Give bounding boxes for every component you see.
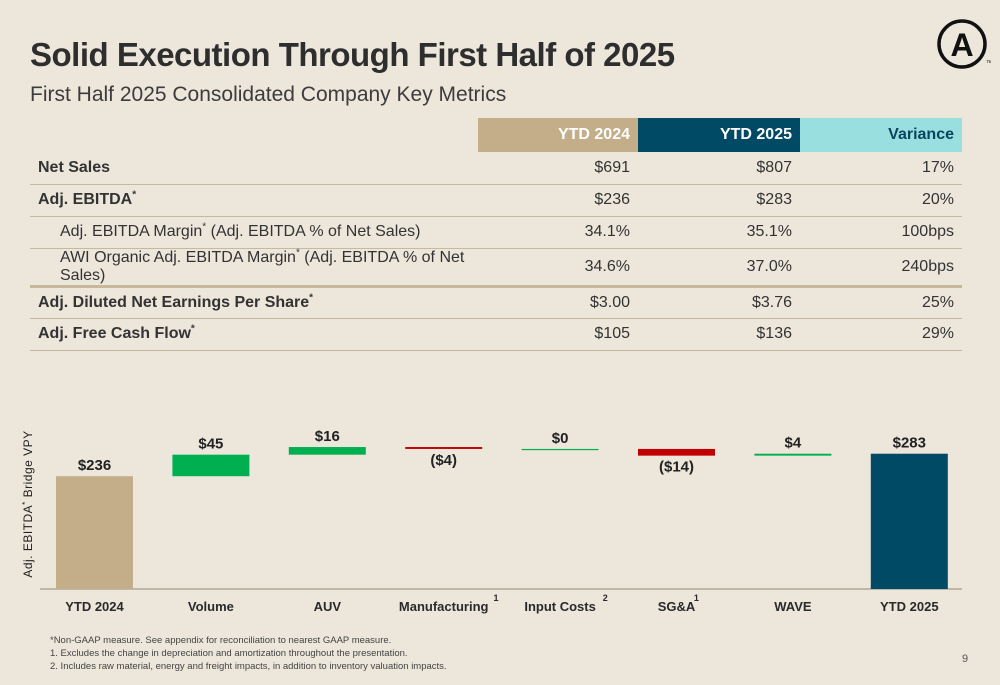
- cell-ytd-2025: 37.0%: [638, 248, 800, 288]
- table-row-net-sales: Net Sales $691 $807 17%: [30, 152, 962, 185]
- key-metrics-table: YTD 2024 YTD 2025 Variance Net Sales $69…: [30, 118, 962, 351]
- data-label-wave: $4: [785, 435, 802, 452]
- cell-ytd-2024: 34.6%: [478, 248, 638, 288]
- tick-label-sg-a: SG&A: [658, 599, 696, 614]
- footnote-non-gaap: *Non-GAAP measure. See appendix for reco…: [50, 635, 392, 646]
- bar-ytd-2025: [870, 453, 948, 589]
- data-label-ytd-2024: $236: [78, 457, 111, 474]
- logo-letter: A: [950, 27, 973, 63]
- col-header-ytd-2024: YTD 2024: [478, 118, 638, 152]
- row-label: Adj. EBITDA Margin* (Adj. EBITDA % of Ne…: [30, 216, 478, 249]
- cell-variance: 17%: [800, 152, 962, 185]
- data-label-ytd-2025: $283: [893, 435, 926, 452]
- row-label: Adj. EBITDA*: [30, 184, 478, 217]
- tick-label-manufacturing: Manufacturing: [399, 599, 489, 614]
- row-label: Net Sales: [30, 152, 478, 185]
- table-row-adj-ebitda: Adj. EBITDA* $236 $283 20%: [30, 184, 962, 217]
- cell-variance: 240bps: [800, 248, 962, 288]
- page-title: Solid Execution Through First Half of 20…: [30, 36, 675, 73]
- tick-label-ytd-2024: YTD 2024: [65, 599, 124, 614]
- row-label: AWI Organic Adj. EBITDA Margin* (Adj. EB…: [30, 248, 478, 288]
- company-logo: A ™: [937, 19, 991, 69]
- cell-variance: 29%: [800, 318, 962, 351]
- page-number: 9: [962, 653, 969, 665]
- y-axis-label: Adj. EBITDA* Bridge VPY: [21, 430, 35, 577]
- data-label-auv: $16: [315, 428, 340, 445]
- table-row-adj-ebitda-margin: Adj. EBITDA Margin* (Adj. EBITDA % of Ne…: [30, 216, 962, 249]
- data-label-sg-a: ($14): [659, 459, 694, 476]
- col-header-variance: Variance: [800, 118, 962, 152]
- tick-label-ytd-2025: YTD 2025: [880, 599, 939, 614]
- data-label-manufacturing: ($4): [430, 452, 457, 469]
- page-subtitle: First Half 2025 Consolidated Company Key…: [30, 83, 507, 106]
- tick-label-input-costs: Input Costs: [524, 599, 596, 614]
- cell-ytd-2025: 35.1%: [638, 216, 800, 249]
- cell-ytd-2024: $105: [478, 318, 638, 351]
- cell-ytd-2024: $236: [478, 184, 638, 217]
- bar-sg-a: [638, 448, 715, 456]
- bar-auv: [288, 447, 366, 455]
- cell-ytd-2024: $691: [478, 152, 638, 185]
- bar-input-costs: [521, 448, 599, 451]
- cell-ytd-2025: $3.76: [638, 286, 800, 319]
- cell-variance: 20%: [800, 184, 962, 217]
- data-label-input-costs: $0: [552, 430, 569, 447]
- tick-label-volume: Volume: [188, 599, 234, 614]
- col-header-ytd-2025: YTD 2025: [638, 118, 800, 152]
- cell-ytd-2024: $3.00: [478, 286, 638, 319]
- bar-manufacturing: [405, 447, 483, 449]
- tick-label-wave: WAVE: [774, 599, 812, 614]
- cell-ytd-2025: $136: [638, 318, 800, 351]
- cell-ytd-2025: $807: [638, 152, 800, 185]
- tick-footnote-manufacturing: 1: [494, 593, 499, 603]
- table-row-organic-ebitda-margin: AWI Organic Adj. EBITDA Margin* (Adj. EB…: [30, 248, 962, 288]
- table-header-blank: [30, 118, 478, 152]
- cell-ytd-2024: 34.1%: [478, 216, 638, 249]
- bar-wave: [754, 453, 832, 456]
- logo-trademark: ™: [986, 60, 991, 67]
- row-label: Adj. Diluted Net Earnings Per Share*: [30, 286, 478, 319]
- table-row-diluted-eps: Adj. Diluted Net Earnings Per Share* $3.…: [30, 286, 962, 319]
- footnote-2: 2. Includes raw material, energy and fre…: [50, 661, 447, 672]
- data-label-volume: $45: [198, 436, 223, 453]
- table-row-free-cash-flow: Adj. Free Cash Flow* $105 $136 29%: [30, 318, 962, 351]
- tick-label-auv: AUV: [314, 599, 342, 614]
- tick-footnote-sg-a: 1: [694, 593, 699, 603]
- bar-volume: [172, 454, 250, 477]
- table-header-row: YTD 2024 YTD 2025 Variance: [30, 118, 962, 152]
- footnote-1: 1. Excludes the change in depreciation a…: [50, 648, 408, 659]
- row-label: Adj. Free Cash Flow*: [30, 318, 478, 351]
- footnotes: *Non-GAAP measure. See appendix for reco…: [50, 634, 447, 673]
- cell-variance: 100bps: [800, 216, 962, 249]
- tick-footnote-input-costs: 2: [603, 593, 608, 603]
- bar-ytd-2024: [56, 476, 133, 589]
- cell-ytd-2025: $283: [638, 184, 800, 217]
- cell-variance: 25%: [800, 286, 962, 319]
- ebitda-bridge-chart: Adj. EBITDA* Bridge VPY $236 YTD 2024 $45 V…: [21, 428, 962, 614]
